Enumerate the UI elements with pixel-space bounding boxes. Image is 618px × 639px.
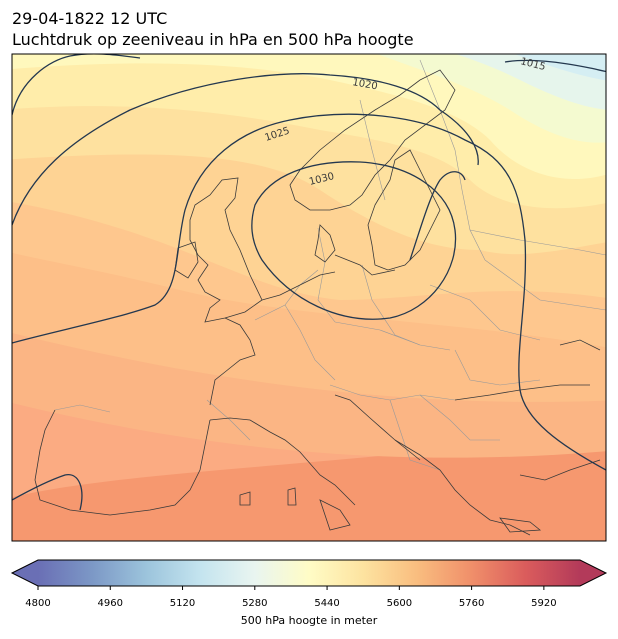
map-area: 1015 1020 1025 1030 [12,54,606,541]
height-field [12,54,606,541]
map-datetime: 29-04-1822 12 UTC [12,9,168,28]
colorbar-tick-label: 5760 [458,598,485,609]
colorbar-tick-label: 5440 [314,598,340,609]
coastlines [34,69,601,536]
colorbar-extend-low [12,560,38,586]
colorbar [10,559,608,590]
colorbar-tick-label: 4800 [25,598,51,609]
colorbar-label: 500 hPa hoogte in meter [240,614,378,627]
colorbar-gradient [38,560,580,586]
colorbar-tick-label: 4960 [97,598,123,609]
colorbar-tick-label: 5280 [242,598,268,609]
isobar-label-1020: 1020 [351,77,378,92]
map-frame [11,53,607,542]
colorbar-extend-high [580,560,606,586]
colorbar-tick-label: 5920 [531,598,557,609]
colorbar-tick-label: 5600 [386,598,413,609]
colorbar-tick-label: 5120 [169,598,196,609]
colorbar-tick-marks [37,586,545,590]
country-borders [54,59,606,471]
map-title: Luchtdruk op zeeniveau in hPa en 500 hPa… [12,30,414,49]
isobars [12,54,606,511]
